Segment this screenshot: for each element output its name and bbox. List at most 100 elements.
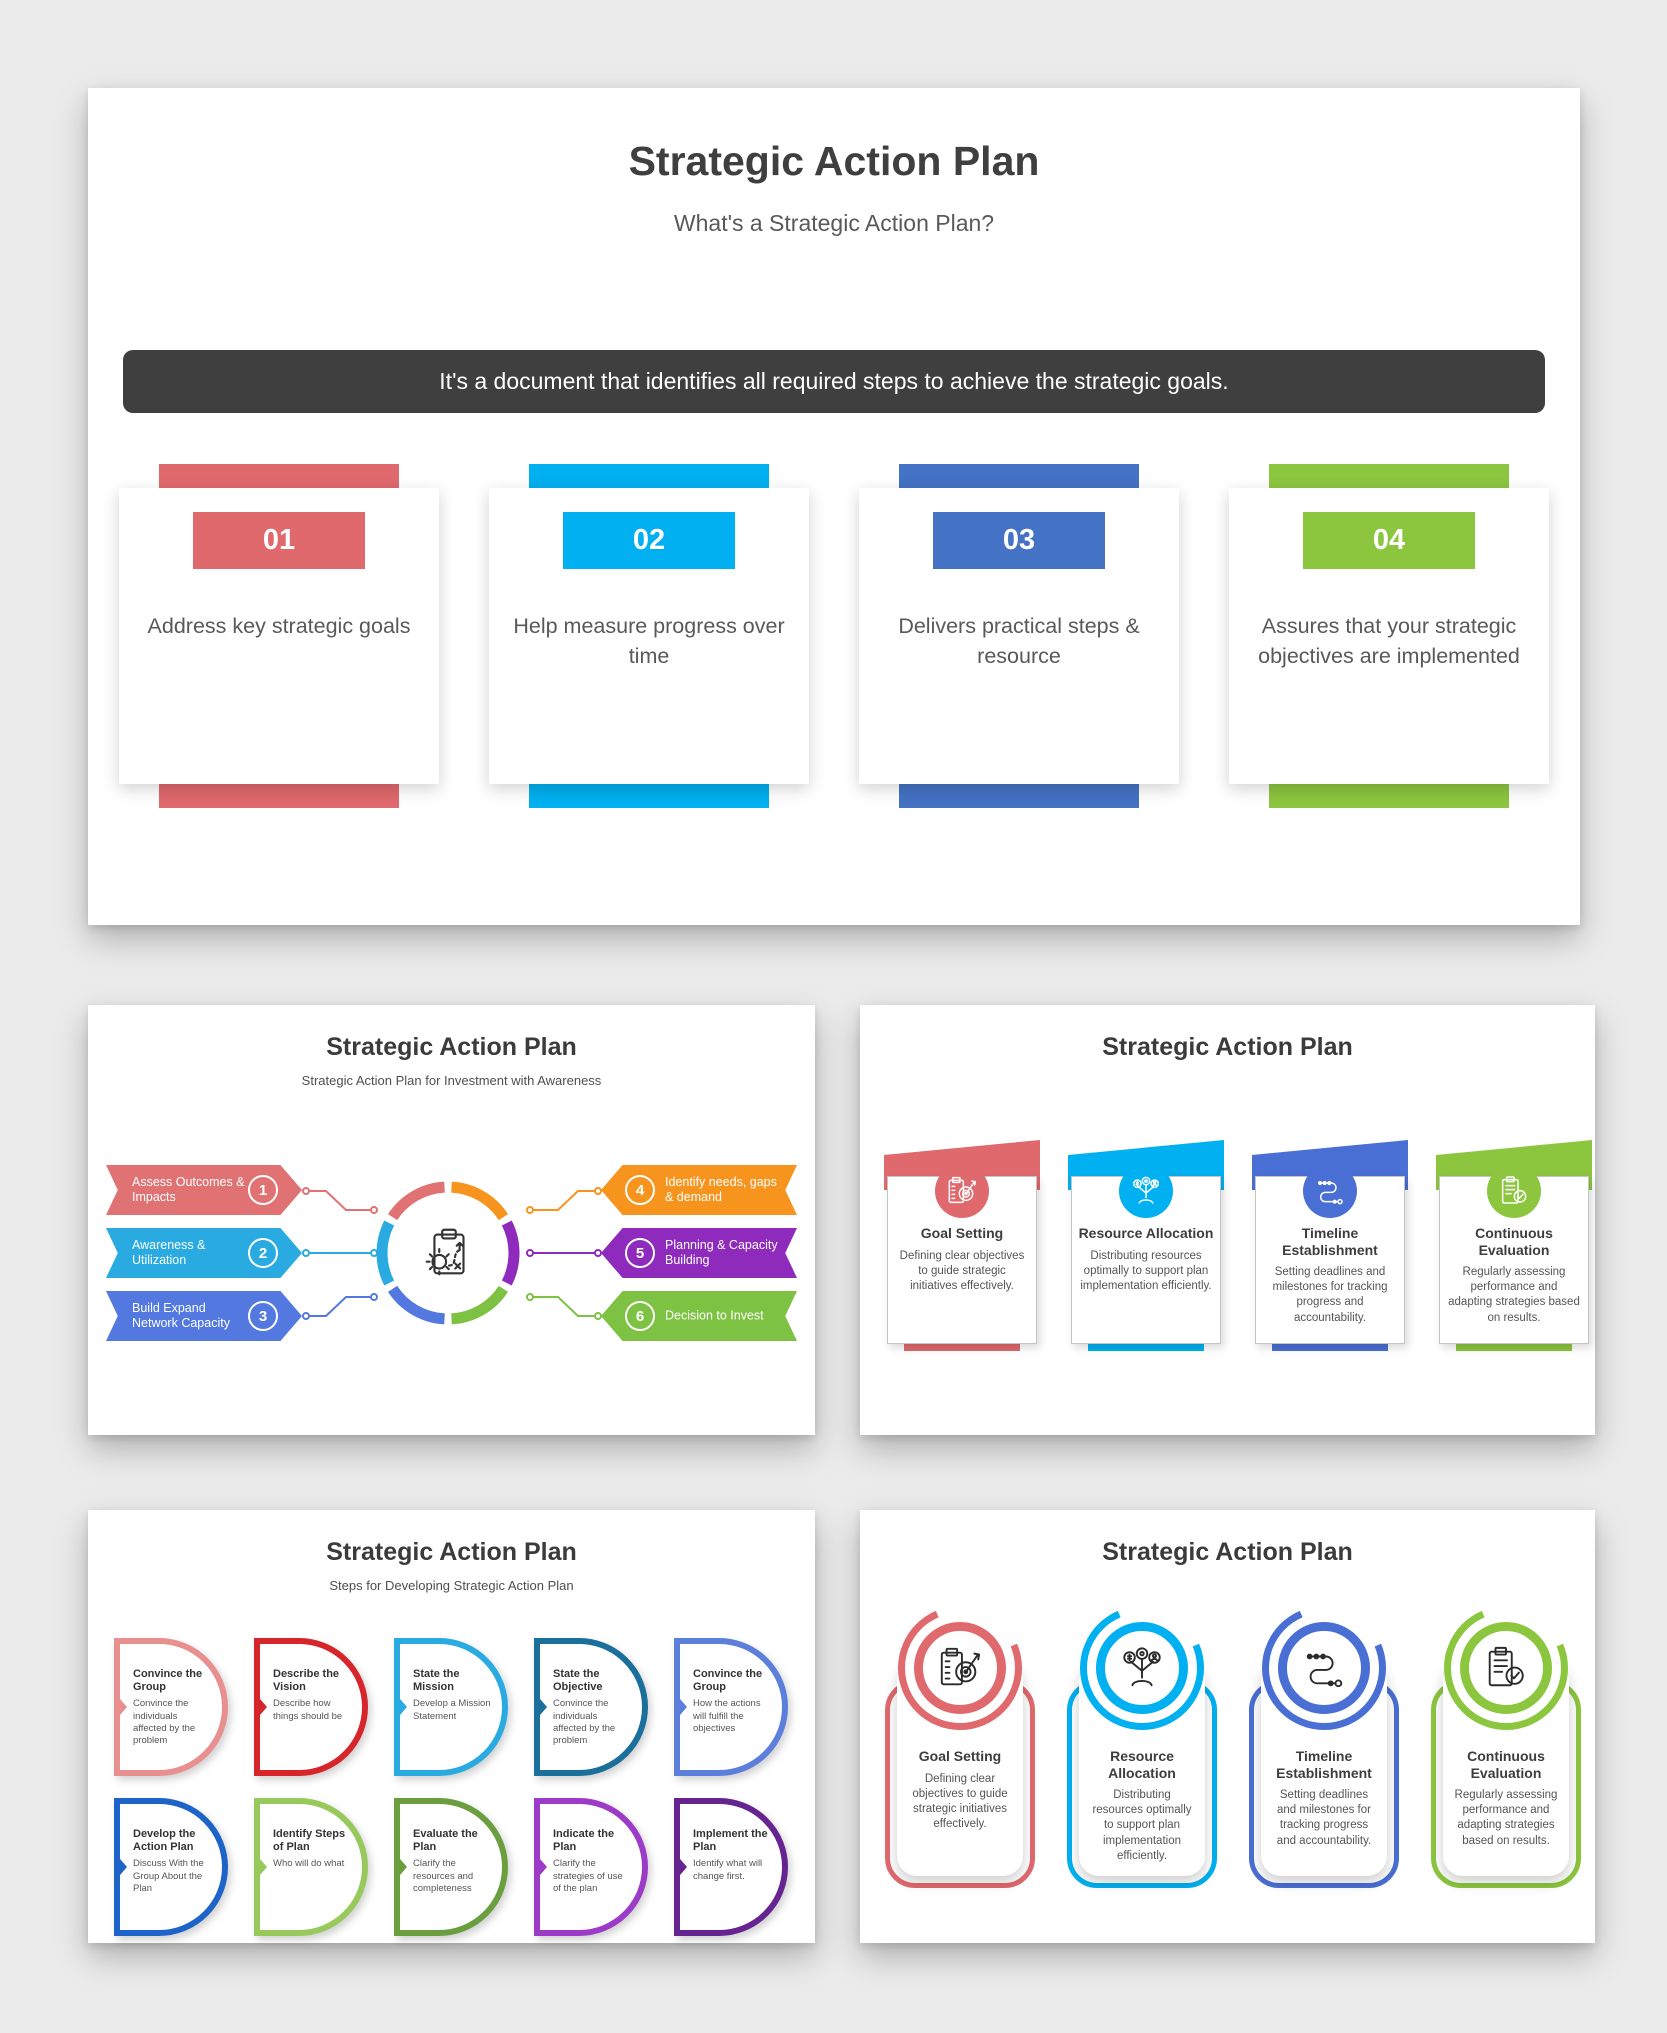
step-card: Convince the Group How the actions will …	[674, 1638, 788, 1776]
step-title: State the Mission	[413, 1668, 460, 1694]
card-description: Defining clear objectives to guide strat…	[899, 1249, 1025, 1292]
step-title: Convince the Group	[133, 1668, 203, 1694]
step-description: Develop a Mission Statement	[413, 1698, 491, 1722]
step-description: How the actions will fulfill the objecti…	[693, 1698, 761, 1734]
step-description: Convince the individuals affected by the…	[133, 1698, 196, 1746]
numbered-card: 03 Delivers practical steps & resource	[859, 464, 1179, 816]
step-title: Describe the Vision	[273, 1668, 340, 1694]
card-description: Setting deadlines and milestones for tra…	[1276, 1789, 1372, 1847]
process-step-6: 6 Decision to Invest	[601, 1291, 797, 1341]
step-label: Assess Outcomes & Impacts	[132, 1175, 245, 1204]
numbered-card: 02 Help measure progress over time	[489, 464, 809, 816]
clipboard-target-icon	[914, 1622, 1006, 1714]
pillar-card: Resource Allocation Distributing resourc…	[1066, 1140, 1226, 1380]
process-step-4: 4 Identify needs, gaps & demand	[601, 1165, 797, 1215]
step-number-badge: 2	[248, 1238, 278, 1268]
slide-title: Strategic Action Plan	[326, 1033, 577, 1061]
numbered-card: 04 Assures that your strategic objective…	[1229, 464, 1549, 816]
step-label: Planning & Capacity Building	[665, 1238, 778, 1267]
ring-card: Resource Allocation Distributing resourc…	[1057, 1587, 1227, 1922]
card-number-badge: 02	[563, 512, 735, 569]
timeline-route-icon	[1303, 1164, 1357, 1218]
process-step-1: Assess Outcomes & Impacts 1	[106, 1165, 302, 1215]
ring-card: Timeline Establishment Setting deadlines…	[1239, 1587, 1409, 1922]
slide-overview-thumbnail[interactable]: Strategic Action Plan What's a Strategic…	[88, 88, 1580, 925]
process-step-3: Build Expand Network Capacity 3	[106, 1291, 302, 1341]
slide-ring-cards-thumbnail[interactable]: Strategic Action Plan Goal Setting Defin…	[860, 1510, 1595, 1943]
card-description: Setting deadlines and milestones for tra…	[1272, 1266, 1388, 1324]
clipboard-target-icon	[935, 1164, 989, 1218]
card-body: Goal Setting Defining clear objectives t…	[887, 1176, 1037, 1344]
step-card: Indicate the Plan Clarify the strategies…	[534, 1798, 648, 1936]
card-title: Continuous Evaluation	[1467, 1748, 1545, 1781]
step-description: Clarify the strategies of use of the pla…	[553, 1858, 623, 1894]
card-body: 03 Delivers practical steps & resource	[859, 488, 1179, 784]
card-number-badge: 01	[193, 512, 365, 569]
card-title: Goal Setting	[920, 1225, 1004, 1241]
connector-line	[302, 1293, 378, 1320]
step-number-badge: 5	[625, 1238, 655, 1268]
step-title: Identify Steps of Plan	[273, 1828, 346, 1854]
step-card: Describe the Vision Describe how things …	[254, 1638, 368, 1776]
slide-subtitle: What's a Strategic Action Plan?	[673, 210, 995, 236]
pillar-card: Goal Setting Defining clear objectives t…	[882, 1140, 1042, 1380]
slide-ten-steps-thumbnail[interactable]: Strategic Action Plan Steps for Developi…	[88, 1510, 815, 1943]
card-description: Regularly assessing performance and adap…	[1454, 1789, 1558, 1847]
step-description: Describe how things should be	[273, 1698, 343, 1722]
card-text: Help measure progress over time	[513, 614, 785, 669]
clipboard-check-icon	[1460, 1622, 1552, 1714]
card-description: Defining clear objectives to guide strat…	[912, 1772, 1008, 1831]
step-card: Develop the Action Plan Discuss With the…	[114, 1798, 228, 1936]
step-title: State the Objective	[553, 1668, 603, 1694]
card-title: Goal Setting	[918, 1748, 1002, 1764]
clipboard-check-icon	[1487, 1164, 1541, 1218]
card-body: 04 Assures that your strategic objective…	[1229, 488, 1549, 784]
step-label: Decision to Invest	[665, 1308, 764, 1323]
definition-banner: It's a document that identifies all requ…	[123, 350, 1545, 413]
step-number-badge: 6	[625, 1301, 655, 1331]
pillar-card: Timeline Establishment Setting deadlines…	[1250, 1140, 1410, 1380]
numbered-card-row: 01 Address key strategic goals 02 Help m…	[119, 464, 1549, 816]
connector-line	[302, 1187, 378, 1214]
step-label: Build Expand Network Capacity	[132, 1301, 230, 1330]
card-description: Distributing resources optimally to supp…	[1092, 1789, 1192, 1862]
slide-investment-diagram-thumbnail[interactable]: Strategic Action Plan Strategic Action P…	[88, 1005, 815, 1435]
card-text: Assures that your strategic objectives a…	[1258, 614, 1520, 669]
hand-resources-icon	[1096, 1622, 1188, 1714]
slide-title: Strategic Action Plan	[1102, 1538, 1353, 1566]
step-title: Develop the Action Plan	[133, 1828, 196, 1854]
card-description: Regularly assessing performance and adap…	[1448, 1266, 1580, 1324]
slide-subtitle: Steps for Developing Strategic Action Pl…	[329, 1578, 574, 1593]
slide-title: Strategic Action Plan	[628, 138, 1040, 184]
card-body: 02 Help measure progress over time	[489, 488, 809, 784]
step-card: State the Mission Develop a Mission Stat…	[394, 1638, 508, 1776]
step-card: Evaluate the Plan Clarify the resources …	[394, 1798, 508, 1936]
step-title: Convince the Group	[693, 1668, 763, 1694]
process-step-5: 5 Planning & Capacity Building	[601, 1228, 797, 1278]
hand-resources-icon	[1119, 1164, 1173, 1218]
step-label: Awareness & Utilization	[132, 1238, 206, 1267]
step-card: Implement the Plan Identify what will ch…	[674, 1798, 788, 1936]
slide-title: Strategic Action Plan	[326, 1538, 577, 1566]
step-label: Identify needs, gaps & demand	[665, 1175, 777, 1204]
strategy-clipboard-icon	[425, 1228, 465, 1276]
slide-four-pillars-thumbnail[interactable]: Strategic Action Plan Goal Setting Defin…	[860, 1005, 1595, 1435]
segmented-ring	[376, 1181, 520, 1325]
card-body: 01 Address key strategic goals	[119, 488, 439, 784]
step-card: Convince the Group Convince the individu…	[114, 1638, 228, 1776]
numbered-card: 01 Address key strategic goals	[119, 464, 439, 816]
card-title: Timeline Establishment	[1276, 1748, 1372, 1781]
step-description: Convince the individuals affected by the…	[553, 1698, 616, 1746]
connector-line	[526, 1187, 602, 1214]
card-body: Timeline Establishment Setting deadlines…	[1261, 1662, 1387, 1876]
ring-card: Continuous Evaluation Regularly assessin…	[1421, 1587, 1591, 1922]
slide-subtitle: Strategic Action Plan for Investment wit…	[301, 1073, 602, 1088]
ring-card: Goal Setting Defining clear objectives t…	[875, 1587, 1045, 1922]
step-description: Identify what will change first.	[693, 1858, 763, 1882]
card-number-badge: 04	[1303, 512, 1475, 569]
connector-line	[526, 1293, 602, 1320]
step-title: Implement the Plan	[693, 1828, 768, 1854]
step-title: Evaluate the Plan	[413, 1828, 478, 1854]
step-card: State the Objective Convince the individ…	[534, 1638, 648, 1776]
